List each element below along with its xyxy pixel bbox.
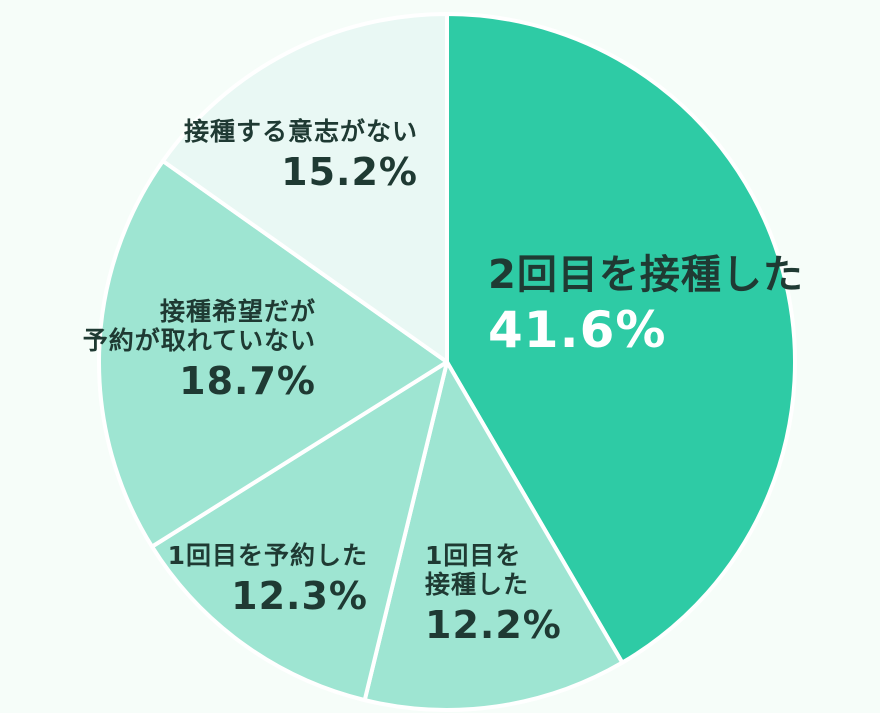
slice-value: 12.3% [231,573,368,618]
slice-name-line1: 1回目を [425,541,522,570]
slice-label-first-reserved: 1回目を予約した 12.3% [100,541,368,618]
slice-name-line2: 予約が取れていない [82,325,316,355]
pie-slice-no-intention [160,12,449,364]
slice-name-line2: 接種した [425,569,530,599]
slice-value: 41.6% [488,301,667,359]
slice-name-line1: 接種希望だが [159,297,316,326]
pie-slice-first-dose [362,360,625,712]
slice-name: 接種する意志がない [183,117,418,146]
slice-value: 18.7% [179,358,316,403]
pie-slice-first-reserved [150,360,449,703]
slice-value: 15.2% [281,149,418,194]
slice-label-first-dose: 1回目を 接種した 12.2% [425,541,562,647]
slice-label-second-dose: 2回目を接種した 41.6% [488,252,804,360]
pie-slice-cannot-reserve [97,159,449,549]
slice-label-cannot-reserve: 接種希望だが 予約が取れていない 18.7% [5,297,316,403]
pie-slice-second-dose [445,12,797,665]
slice-name: 1回目を予約した [167,541,368,570]
slice-name: 2回目を接種した [488,252,804,298]
slice-value: 12.2% [425,602,562,647]
slice-label-no-intention: 接種する意志がない 15.2% [120,117,418,194]
